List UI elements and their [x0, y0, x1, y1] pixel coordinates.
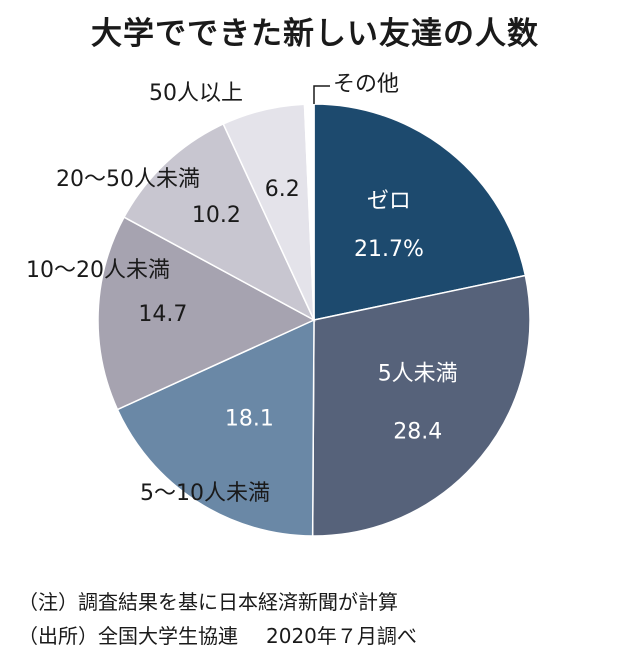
pie-slice [97, 216, 316, 411]
survey-date: 2020年７月調べ [266, 624, 417, 648]
pie-slice [313, 103, 527, 321]
pie-slice [311, 274, 531, 537]
footnotes: （注）調査結果を基に日本経済新聞が計算 （出所）全国大学生協連 2020年７月調べ [18, 585, 417, 653]
pie-slice [116, 318, 315, 537]
footnote-note: （注）調査結果を基に日本経済新聞が計算 [18, 590, 398, 614]
slice-label-50plus-value: 6.2 [265, 177, 300, 202]
slice-label-under5-name: 5人未満 [378, 362, 458, 387]
slice-label-50plus-name: 50人以上 [149, 81, 243, 106]
pie-slice [123, 122, 316, 322]
slice-label-20to50-value: 10.2 [192, 203, 241, 228]
slice-label-10to20-value: 14.7 [138, 302, 187, 327]
slice-label-zero-value: 21.7% [354, 237, 424, 262]
footnote-source: （出所）全国大学生協連 2020年７月調べ [18, 619, 417, 653]
leader-line-other [313, 85, 330, 104]
chart-title: 大学でできた新しい友達の人数 [91, 16, 539, 52]
slice-label-other-name: その他 [333, 72, 399, 97]
slice-label-10to20-name: 10〜20人未満 [26, 258, 170, 283]
slice-label-20to50-name: 20〜50人未満 [56, 167, 200, 192]
slice-label-under5-value: 28.4 [393, 420, 442, 445]
slice-label-zero-name: ゼロ [367, 189, 411, 214]
slice-label-5to10-name: 5〜10人未満 [140, 481, 270, 506]
slice-label-5to10-value: 18.1 [225, 407, 274, 432]
pie-chart: ゼロ 21.7% 5人未満 28.4 18.1 5〜10人未満 14.7 10〜20人未満 10… [26, 72, 531, 537]
source-text: （出所）全国大学生協連 [18, 624, 238, 648]
